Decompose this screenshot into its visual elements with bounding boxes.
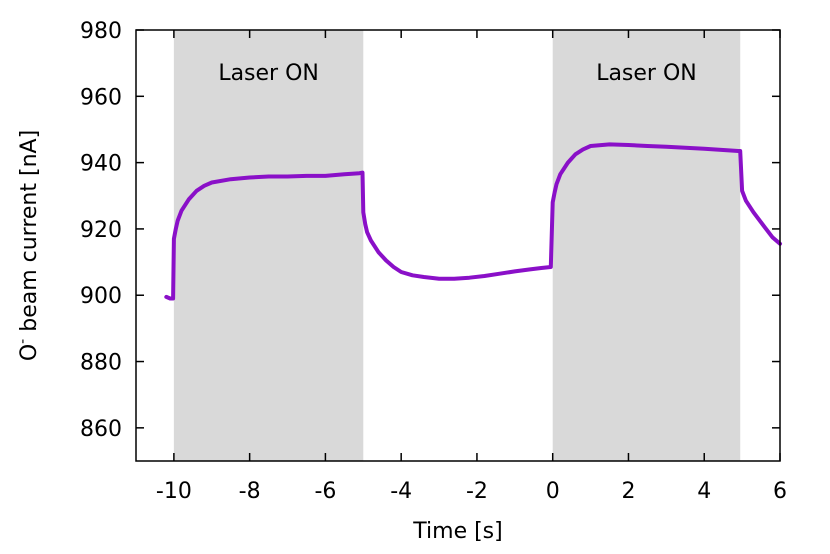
x-tick-label: 2 <box>621 479 635 504</box>
y-axis-label-prefix: O <box>17 344 42 361</box>
y-tick-label: 880 <box>80 351 122 376</box>
y-tick-label: 980 <box>80 19 122 44</box>
y-tick-label: 940 <box>80 152 122 177</box>
y-tick-label: 860 <box>80 417 122 442</box>
x-axis-ticks: -10 -8 -6 -4 -2 0 2 4 6 <box>156 30 787 504</box>
y-axis-label-superscript: - <box>15 339 31 344</box>
y-axis-label: O- beam current [nA] <box>15 130 42 361</box>
x-tick-label: -8 <box>239 479 261 504</box>
y-axis-ticks: 860 880 900 920 940 960 980 <box>80 19 780 442</box>
plot-frame <box>135 29 781 462</box>
x-tick-label: -6 <box>314 479 336 504</box>
x-tick-label: -10 <box>156 479 192 504</box>
laser-on-band-2 <box>552 30 741 461</box>
y-tick-label: 960 <box>80 85 122 110</box>
y-tick-label: 900 <box>80 284 122 309</box>
y-tick-label: 920 <box>80 218 122 243</box>
y-axis-label-suffix: beam current [nA] <box>17 130 42 339</box>
laser-on-band-1 <box>173 30 364 461</box>
x-tick-label: 6 <box>773 479 787 504</box>
x-tick-label: 4 <box>697 479 711 504</box>
x-axis-label: Time [s] <box>412 519 502 544</box>
laser-on-label-1: Laser ON <box>218 61 319 86</box>
x-tick-label: 0 <box>546 479 560 504</box>
laser-on-bands <box>173 30 741 461</box>
x-tick-label: -4 <box>390 479 412 504</box>
laser-on-label-2: Laser ON <box>596 61 697 86</box>
annotations: Laser ON Laser ON <box>218 61 696 86</box>
x-tick-label: -2 <box>466 479 488 504</box>
series-line <box>164 142 782 301</box>
